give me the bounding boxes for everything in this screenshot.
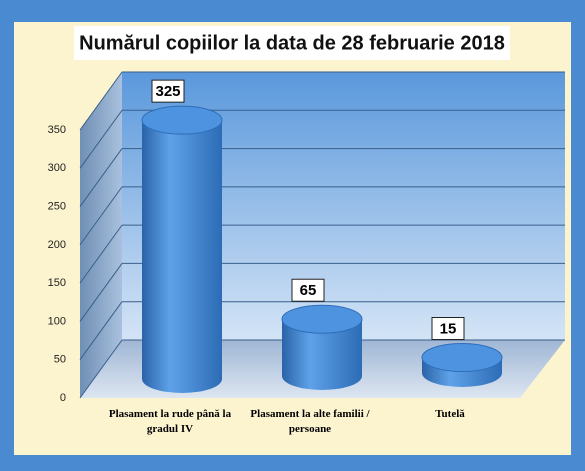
bar	[281, 304, 363, 390]
title-box	[74, 26, 510, 60]
grid-line-side	[79, 71, 123, 131]
y-tick-label: 150	[48, 277, 66, 289]
cylinder-top	[281, 304, 363, 334]
y-tick-label: 200	[48, 239, 66, 251]
bar	[141, 105, 223, 394]
value-label-box	[151, 79, 185, 103]
y-tick-label: 300	[48, 162, 66, 174]
cylinder-body	[282, 319, 362, 390]
value-label-box	[431, 317, 465, 341]
y-tick-label: 350	[48, 124, 66, 136]
value-label: 325	[155, 83, 180, 100]
cylinder-body	[142, 120, 222, 394]
value-label-box	[291, 278, 325, 302]
cylinder-top	[421, 343, 503, 373]
x-tick-label: Plasament la alte familii / persoane	[250, 408, 370, 435]
value-label: 65	[300, 282, 317, 299]
chart-title: Numărul copiilor la data de 28 februarie…	[79, 32, 505, 54]
grid-line-side	[79, 339, 123, 399]
y-tick-label: 250	[48, 200, 66, 212]
back-wall	[122, 72, 565, 340]
grid-line-side	[79, 263, 123, 322]
value-label: 15	[440, 320, 457, 337]
grid-line-side	[79, 148, 123, 207]
grid-line-side	[79, 301, 123, 361]
x-tick-label: Plasament la rude până la gradul IV	[108, 408, 232, 435]
y-tick-label: 0	[60, 392, 66, 404]
y-tick-label: 100	[48, 315, 66, 327]
grid-line-side	[79, 224, 123, 284]
y-tick-label: 50	[54, 354, 66, 366]
bar	[421, 343, 503, 387]
cylinder-top	[141, 105, 223, 135]
grid-line-side	[79, 186, 123, 246]
x-tick-label: Tutelă	[435, 408, 465, 420]
grid-line-side	[79, 109, 123, 169]
